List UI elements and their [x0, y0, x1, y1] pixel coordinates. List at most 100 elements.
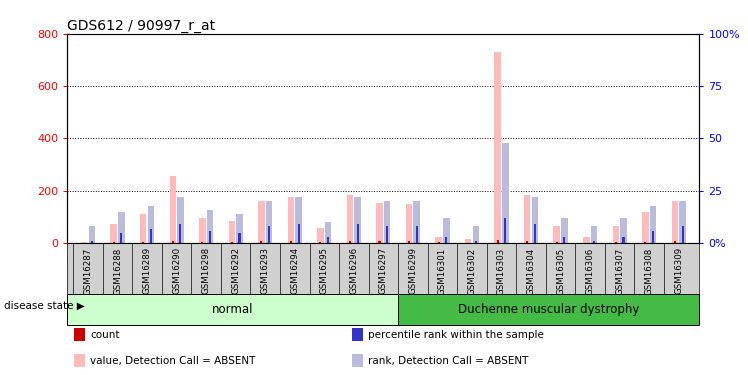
Bar	[140, 214, 147, 243]
Bar	[327, 237, 329, 243]
Bar	[674, 241, 676, 243]
Bar	[239, 233, 241, 243]
Text: GSM16304: GSM16304	[527, 248, 536, 295]
Bar	[435, 237, 442, 243]
Bar	[91, 241, 93, 243]
Bar	[73, 328, 85, 342]
Bar	[465, 239, 471, 243]
Bar	[504, 218, 506, 243]
Text: GSM16306: GSM16306	[586, 248, 595, 295]
Bar	[406, 204, 412, 243]
Bar	[473, 226, 479, 243]
Bar	[111, 224, 117, 243]
Text: GSM16287: GSM16287	[84, 248, 93, 295]
Text: GSM16308: GSM16308	[645, 248, 654, 295]
Bar	[554, 226, 560, 243]
Bar	[206, 210, 213, 243]
Bar	[416, 226, 418, 243]
Bar	[497, 240, 499, 243]
Bar	[494, 52, 501, 243]
Text: percentile rank within the sample: percentile rank within the sample	[368, 330, 544, 340]
Bar	[613, 226, 619, 243]
Bar	[352, 328, 363, 342]
Bar	[288, 197, 294, 243]
Bar	[231, 242, 233, 243]
Bar	[120, 233, 123, 243]
Bar	[81, 242, 88, 243]
Bar	[113, 242, 114, 243]
Bar	[650, 206, 656, 243]
Text: GSM16305: GSM16305	[556, 248, 565, 295]
Bar	[386, 226, 388, 243]
Bar	[591, 226, 597, 243]
Bar	[642, 212, 649, 243]
Text: GSM16297: GSM16297	[378, 248, 388, 294]
Bar	[414, 201, 420, 243]
Bar	[652, 231, 654, 243]
Bar	[644, 242, 646, 243]
Bar	[88, 226, 95, 243]
Bar	[295, 197, 302, 243]
Bar	[229, 221, 235, 243]
Text: GSM16307: GSM16307	[615, 248, 624, 295]
Text: GSM16290: GSM16290	[172, 248, 181, 294]
Bar	[317, 228, 324, 243]
Bar	[681, 226, 684, 243]
Bar	[532, 197, 538, 243]
Text: GSM16288: GSM16288	[113, 248, 122, 295]
Text: GSM16294: GSM16294	[290, 248, 299, 294]
Bar	[199, 218, 206, 243]
Text: GSM16309: GSM16309	[674, 248, 683, 294]
Bar	[349, 241, 351, 243]
Bar	[268, 226, 270, 243]
Bar	[209, 231, 211, 243]
Bar	[258, 201, 265, 243]
Bar	[378, 241, 381, 243]
Bar	[526, 241, 528, 243]
Bar	[534, 224, 536, 243]
Bar	[355, 197, 361, 243]
Bar	[398, 294, 699, 325]
Bar	[266, 201, 272, 243]
Bar	[622, 237, 625, 243]
Bar	[672, 201, 678, 243]
Bar	[384, 201, 390, 243]
Bar	[445, 237, 447, 243]
Bar	[260, 241, 263, 243]
Bar	[180, 224, 182, 243]
Text: GSM16301: GSM16301	[438, 248, 447, 295]
Bar	[352, 354, 363, 367]
Bar	[298, 224, 300, 243]
Text: normal: normal	[212, 303, 254, 316]
Bar	[443, 218, 450, 243]
Bar	[563, 237, 565, 243]
Bar	[593, 241, 595, 243]
Bar	[150, 229, 152, 243]
Text: count: count	[90, 330, 120, 340]
Text: GSM16299: GSM16299	[408, 248, 417, 294]
Text: GSM16302: GSM16302	[468, 248, 476, 295]
Text: Duchenne muscular dystrophy: Duchenne muscular dystrophy	[458, 303, 640, 316]
Bar	[201, 242, 203, 243]
Bar	[583, 237, 589, 243]
Bar	[325, 222, 331, 243]
Bar	[679, 201, 686, 243]
Text: GSM16292: GSM16292	[231, 248, 240, 294]
Bar	[147, 206, 154, 243]
Bar	[502, 142, 509, 243]
Bar	[620, 218, 627, 243]
Text: GSM16296: GSM16296	[349, 248, 358, 294]
Bar	[118, 212, 125, 243]
Bar	[408, 241, 410, 243]
Text: disease state ▶: disease state ▶	[4, 301, 85, 310]
Bar	[170, 177, 176, 243]
Bar	[357, 224, 359, 243]
Text: value, Detection Call = ABSENT: value, Detection Call = ABSENT	[90, 356, 256, 366]
Bar	[524, 195, 530, 243]
Bar	[172, 241, 174, 243]
Bar	[347, 195, 353, 243]
Bar	[177, 197, 184, 243]
Bar	[290, 241, 292, 243]
Text: GSM16295: GSM16295	[320, 248, 329, 294]
Bar	[67, 294, 398, 325]
